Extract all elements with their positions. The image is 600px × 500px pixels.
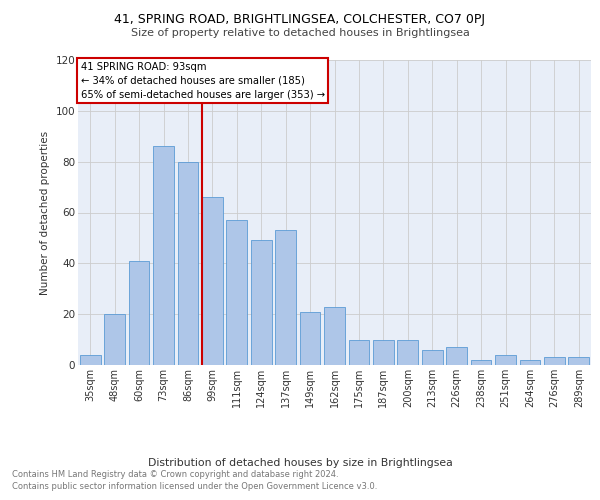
Bar: [324, 306, 345, 365]
Bar: [178, 162, 199, 365]
Bar: [299, 312, 320, 365]
Bar: [104, 314, 125, 365]
Bar: [446, 347, 467, 365]
Bar: [373, 340, 394, 365]
Y-axis label: Number of detached properties: Number of detached properties: [40, 130, 50, 294]
Bar: [226, 220, 247, 365]
Bar: [422, 350, 443, 365]
Text: Contains HM Land Registry data © Crown copyright and database right 2024.: Contains HM Land Registry data © Crown c…: [12, 470, 338, 479]
Bar: [80, 355, 101, 365]
Bar: [202, 197, 223, 365]
Bar: [470, 360, 491, 365]
Text: Size of property relative to detached houses in Brightlingsea: Size of property relative to detached ho…: [131, 28, 469, 38]
Bar: [568, 358, 589, 365]
Text: Contains public sector information licensed under the Open Government Licence v3: Contains public sector information licen…: [12, 482, 377, 491]
Bar: [275, 230, 296, 365]
Text: Distribution of detached houses by size in Brightlingsea: Distribution of detached houses by size …: [148, 458, 452, 468]
Bar: [520, 360, 541, 365]
Bar: [544, 358, 565, 365]
Bar: [128, 261, 149, 365]
Bar: [349, 340, 370, 365]
Text: 41 SPRING ROAD: 93sqm
← 34% of detached houses are smaller (185)
65% of semi-det: 41 SPRING ROAD: 93sqm ← 34% of detached …: [80, 62, 325, 100]
Text: 41, SPRING ROAD, BRIGHTLINGSEA, COLCHESTER, CO7 0PJ: 41, SPRING ROAD, BRIGHTLINGSEA, COLCHEST…: [115, 12, 485, 26]
Bar: [251, 240, 272, 365]
Bar: [397, 340, 418, 365]
Bar: [153, 146, 174, 365]
Bar: [495, 355, 516, 365]
